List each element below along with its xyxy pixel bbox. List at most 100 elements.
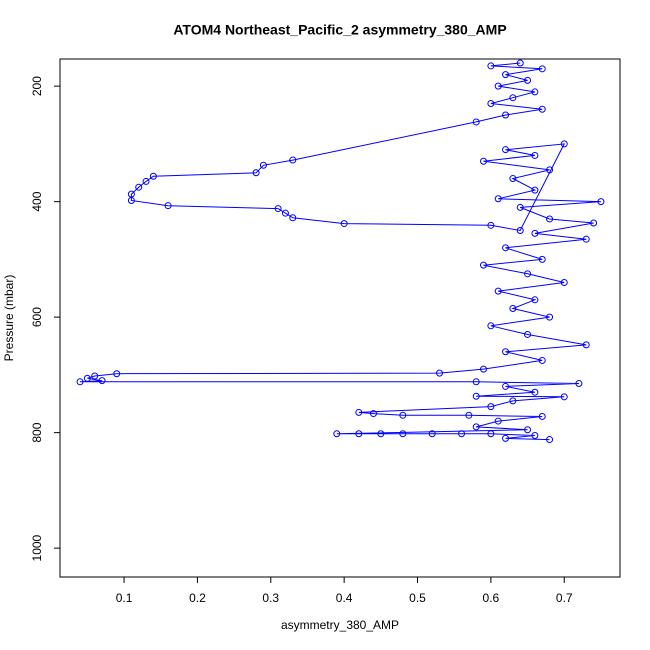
data-point [340,220,348,228]
data-point [538,65,546,73]
data-point [465,411,473,419]
data-point [502,434,510,442]
data-point [531,186,539,194]
data-point [494,195,502,203]
data-point [472,118,480,126]
data-point [502,71,510,79]
data-point [590,219,598,227]
data-point [281,209,289,217]
data-point [369,410,377,418]
data-point [582,235,590,243]
data-point [538,105,546,113]
x-tick-label: 0.4 [336,591,353,605]
data-point [428,430,436,438]
data-point [83,374,91,382]
data-point [494,287,502,295]
data-point [113,370,121,378]
data-point [502,244,510,252]
x-tick-label: 0.1 [116,591,133,605]
data-point [494,82,502,90]
data-point [127,196,135,204]
data-point [524,330,532,338]
data-point [355,408,363,416]
x-tick-label: 0.6 [483,591,500,605]
data-point [333,430,341,438]
data-point [509,397,517,405]
data-point [289,214,297,222]
y-tick-label: 400 [30,191,44,211]
data-point [487,403,495,411]
data-point [472,423,480,431]
data-point [538,255,546,263]
data-point [399,411,407,419]
data-point [560,278,568,286]
chart-title: ATOM4 Northeast_Pacific_2 asymmetry_380_… [173,22,506,38]
data-line [79,62,601,441]
data-point [252,169,260,177]
data-point [524,426,532,434]
data-point [487,221,495,229]
data-point [538,356,546,364]
data-point [531,296,539,304]
x-tick-label: 0.3 [262,591,279,605]
data-point [546,166,554,174]
x-axis-label: asymmetry_380_AMP [281,618,399,632]
data-point [597,198,605,206]
y-tick-label: 800 [30,422,44,442]
data-point [487,322,495,330]
data-point [582,341,590,349]
data-point [91,372,99,380]
data-point [494,417,502,425]
data-point [472,378,480,386]
data-point [377,430,385,438]
data-point [142,177,150,185]
data-point [149,172,157,180]
data-point [531,151,539,159]
data-point [98,377,106,385]
data-point [487,99,495,107]
data-point [502,348,510,356]
data-point [546,436,554,444]
y-tick-label: 200 [30,76,44,96]
data-point [487,430,495,438]
data-point [524,76,532,84]
data-point [502,111,510,119]
data-point [259,161,267,169]
x-tick-label: 0.2 [189,591,206,605]
data-point [76,378,84,386]
data-point [289,156,297,164]
data-point [516,227,524,235]
data-point [560,140,568,148]
data-point [531,229,539,237]
data-point [575,380,583,388]
y-tick-label: 600 [30,307,44,327]
plot-frame [59,58,621,578]
data-point [531,88,539,96]
data-point [516,203,524,211]
data-point [274,205,282,213]
x-tick-label: 0.7 [556,591,573,605]
data-point [355,430,363,438]
data-point [524,270,532,278]
data-point [531,388,539,396]
data-point [546,215,554,223]
data-point [135,183,143,191]
data-point [560,393,568,401]
data-point [509,94,517,102]
data-point [509,304,517,312]
data-point [458,430,466,438]
data-point [531,432,539,440]
y-axis-label: Pressure (mbar) [2,275,16,362]
data-point [480,261,488,269]
data-point [538,412,546,420]
data-point [472,392,480,400]
data-point [546,313,554,321]
data-point [480,365,488,373]
data-point [502,382,510,390]
data-point [164,202,172,210]
data-point [436,369,444,377]
data-point [487,62,495,70]
data-point [480,157,488,165]
data-point [399,430,407,438]
